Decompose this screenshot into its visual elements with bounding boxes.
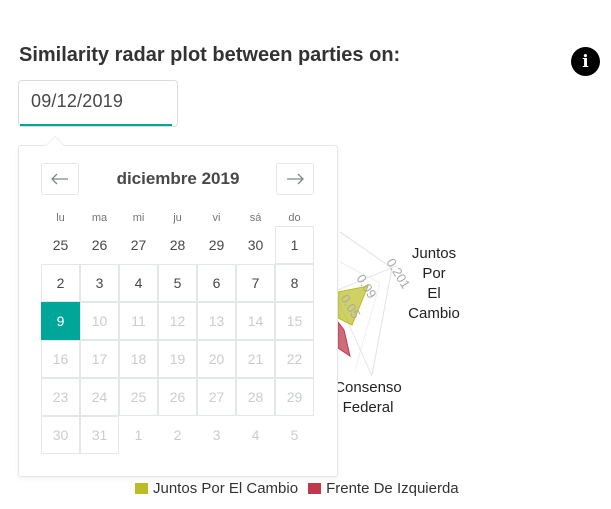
info-icon: i [582,51,589,72]
series-area-juntos-por-el-cambio [337,285,369,326]
axis-label-consenso-line2: Federal [343,399,394,416]
legend-item-frente[interactable]: Frente De Izquierda [308,480,459,497]
axis-tick-label: 0.201 [383,256,413,292]
calendar-day-outside: 2 [173,427,182,443]
calendar-day-outside: 4 [251,427,260,443]
page-title: Similarity radar plot between parties on… [19,44,401,66]
calendar-day-disabled: 18 [119,340,158,378]
axis-line-juntos [337,265,397,291]
radar-grid [337,231,397,377]
calendar-day-disabled: 27 [197,378,236,416]
date-input-focus-underline [20,124,172,126]
calendar-day[interactable]: 7 [236,264,275,302]
axis-label-juntos-line1: Juntos [412,245,456,262]
calendar-day-disabled: 12 [158,302,197,340]
weekday-label: ju [173,212,182,224]
calendar-month-caption: diciembre 2019 [116,169,240,188]
calendar-day-disabled: 10 [80,302,119,340]
calendar-day-disabled: 26 [158,378,197,416]
legend-label: Frente De Izquierda [326,480,459,497]
date-input-container[interactable] [18,80,178,127]
calendar-day-outside: 1 [134,427,143,443]
calendar-day-disabled: 15 [275,302,314,340]
weekday-label: vi [212,212,221,224]
calendar-day-disabled: 30 [41,416,80,454]
calendar-day-disabled: 21 [236,340,275,378]
legend-label: Juntos Por El Cambio [153,480,299,497]
weekday-label: do [288,212,301,224]
date-input[interactable] [31,91,171,112]
calendar-day-disabled: 23 [41,378,80,416]
next-month-button[interactable] [276,163,314,195]
calendar-day-disabled: 28 [236,378,275,416]
calendar-day-disabled: 25 [119,378,158,416]
calendar-day-disabled: 24 [80,378,119,416]
calendar-day[interactable]: 3 [80,264,119,302]
axis-label-juntos-line2: Por [422,265,445,282]
axis-label-juntos-line4: Cambio [408,305,460,322]
calendar-day-outside: 26 [91,237,108,253]
legend-swatch [308,483,322,494]
calendar-day-outside: 30 [247,237,264,253]
weekday-label: ma [91,212,108,224]
axis-label-consenso-line1: Consenso [334,379,402,396]
axis-label-juntos-line3: El [427,285,440,302]
calendar-day-disabled: 20 [197,340,236,378]
calendar-day-disabled: 19 [158,340,197,378]
legend-item-juntos[interactable]: Juntos Por El Cambio [135,480,298,497]
weekday-label: mi [132,212,145,224]
arrow-left-icon [51,173,68,185]
calendar-day-outside: 28 [169,237,186,253]
calendar-day[interactable]: 1 [275,226,314,264]
chart-legend: Juntos Por El Cambio Frente De Izquierda [135,480,469,497]
calendar-day[interactable]: 4 [119,264,158,302]
calendar-day-outside: 27 [130,237,147,253]
calendar-day[interactable]: 8 [275,264,314,302]
calendar-day-disabled: 11 [119,302,158,340]
calendar-day[interactable]: 2 [41,264,80,302]
calendar-day-outside: 3 [212,427,221,443]
calendar-day-outside: 5 [290,427,299,443]
calendar-day-disabled: 13 [197,302,236,340]
calendar-day-outside: 25 [52,237,69,253]
calendar-day[interactable]: 6 [197,264,236,302]
weekday-label: sá [249,212,262,224]
series-area-frente-de-izquierda [337,320,351,358]
calendar-day-disabled: 22 [275,340,314,378]
date-picker-caret-inner [46,137,64,146]
calendar-day[interactable]: 5 [158,264,197,302]
calendar-day-disabled: 16 [41,340,80,378]
weekday-label: lu [56,212,65,224]
calendar-day-disabled: 17 [80,340,119,378]
grid-ring-inner [339,261,381,371]
calendar-day-outside: 29 [208,237,225,253]
arrow-right-icon [287,173,304,185]
prev-month-button[interactable] [41,163,79,195]
calendar-day-disabled: 29 [275,378,314,416]
info-button[interactable]: i [571,47,600,76]
legend-swatch [135,483,148,494]
calendar-day-disabled: 14 [236,302,275,340]
calendar-day-selected[interactable]: 9 [41,302,80,340]
calendar-day-disabled: 31 [80,416,119,454]
